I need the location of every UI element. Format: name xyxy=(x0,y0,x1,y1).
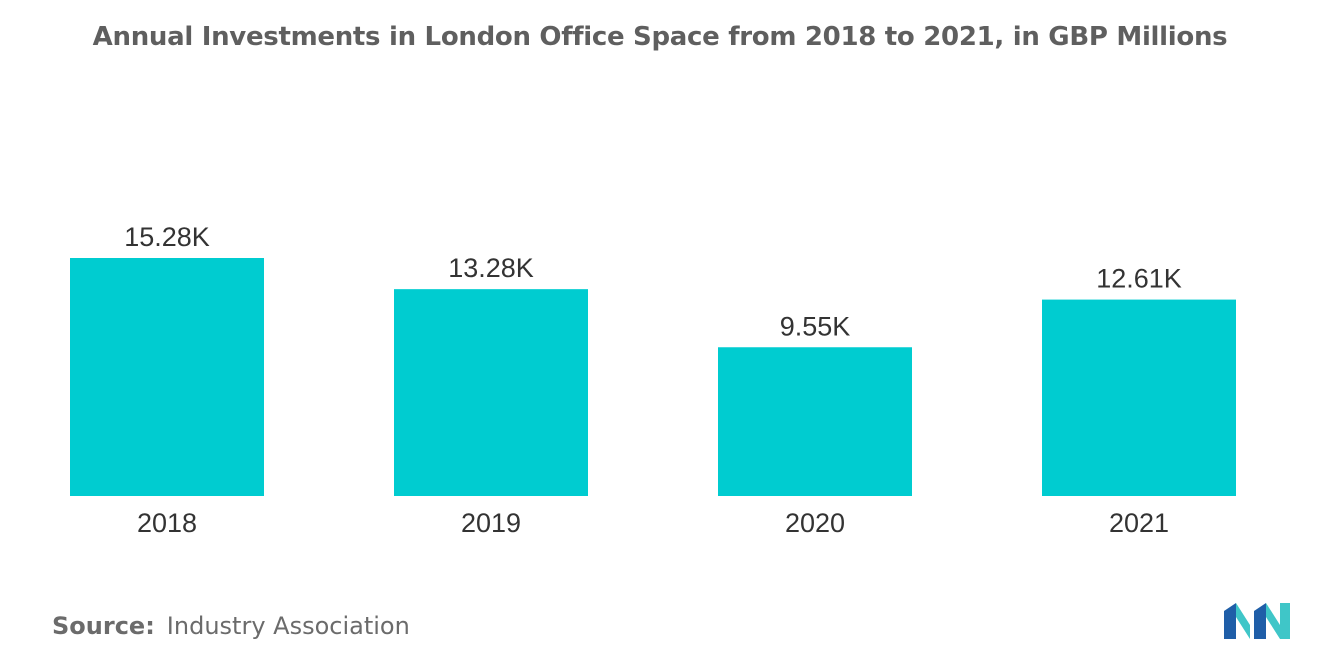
data-label-2020: 9.55K xyxy=(780,311,851,341)
source-note: Source: Industry Association xyxy=(52,612,410,640)
x-tick-label-2018: 2018 xyxy=(137,508,197,538)
bar-2021 xyxy=(1042,299,1236,496)
bar-2020 xyxy=(718,347,912,496)
brand-logo-icon xyxy=(1224,603,1290,639)
data-label-2018: 15.28K xyxy=(124,222,210,252)
data-label-2019: 13.28K xyxy=(448,253,534,283)
x-tick-label-2021: 2021 xyxy=(1109,508,1169,538)
bar-2018 xyxy=(70,258,264,496)
chart-title: Annual Investments in London Office Spac… xyxy=(92,22,1228,52)
source-value: Industry Association xyxy=(166,612,410,640)
bar-2019 xyxy=(394,289,588,496)
x-tick-label-2019: 2019 xyxy=(461,508,521,538)
data-label-2021: 12.61K xyxy=(1096,264,1182,294)
source-key: Source: xyxy=(52,612,155,640)
x-tick-label-2020: 2020 xyxy=(785,508,845,538)
